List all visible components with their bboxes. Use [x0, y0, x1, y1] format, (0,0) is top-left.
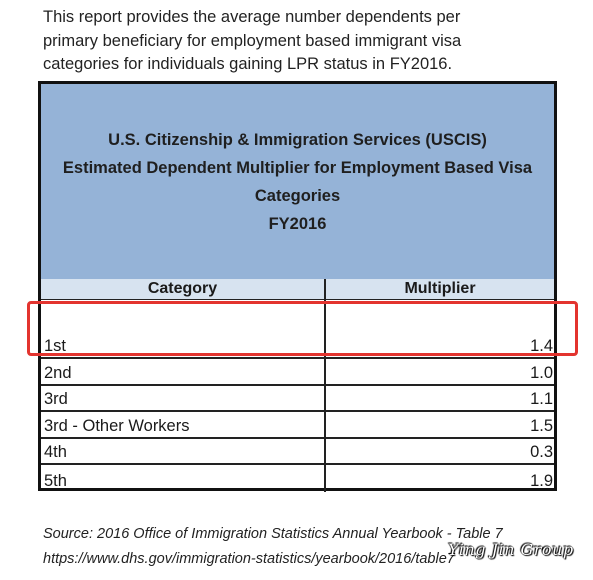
category-cell: 2nd: [41, 359, 326, 384]
category-cell: 5th: [41, 465, 326, 492]
table-title-line: Estimated Dependent Multiplier for Emplo…: [62, 158, 533, 177]
table-row: 3rd 1.1: [41, 385, 554, 412]
table-row: 2nd 1.0: [41, 359, 554, 386]
multiplier-cell: 1.9: [530, 471, 553, 490]
category-cell: 4th: [41, 438, 326, 463]
intro-line: categories for individuals gaining LPR s…: [43, 55, 453, 73]
table-title-line: U.S. Citizenship & Immigration Services …: [108, 130, 487, 149]
table-row: 4th 0.3: [41, 438, 554, 465]
category-cell: 3rd - Other Workers: [41, 412, 326, 437]
watermark-logo: Ying Jin Group: [448, 540, 574, 559]
multiplier-cell: 1.4: [530, 337, 553, 355]
intro-line: This report provides the average number …: [43, 8, 461, 26]
table-row: 5th 1.9: [41, 465, 554, 492]
multiplier-table: U.S. Citizenship & Immigration Services …: [38, 81, 557, 492]
multiplier-cell: 1.5: [530, 416, 553, 435]
category-cell: 1st: [41, 300, 326, 357]
table-title-line: FY2016: [268, 214, 327, 233]
source-line: Source: 2016 Office of Immigration Stati…: [43, 526, 503, 542]
intro-paragraph: This report provides the average number …: [43, 6, 563, 77]
multiplier-cell: 1.1: [530, 390, 553, 408]
source-citation: Source: 2016 Office of Immigration Stati…: [43, 522, 503, 572]
multiplier-cell: 0.3: [530, 443, 553, 461]
multiplier-cell: 1.0: [530, 363, 553, 382]
table-title-header: U.S. Citizenship & Immigration Services …: [41, 84, 554, 281]
column-header-multiplier: Multiplier: [326, 279, 554, 300]
category-cell: 3rd: [41, 385, 326, 410]
source-url: https://www.dhs.gov/immigration-statisti…: [43, 551, 455, 567]
table-row: 1st 1.4: [41, 300, 554, 359]
table-row: 3rd - Other Workers 1.5: [41, 412, 554, 439]
table-title-line: Categories: [254, 186, 341, 205]
column-header-category: Category: [41, 279, 326, 300]
intro-line: primary beneficiary for employment based…: [43, 31, 462, 50]
